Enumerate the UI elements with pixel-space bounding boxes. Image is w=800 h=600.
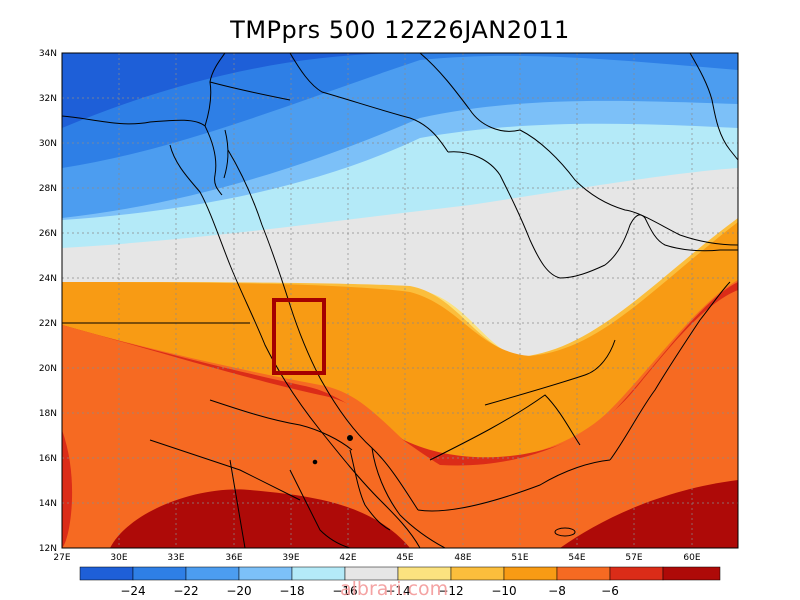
- lat-label: 30N: [39, 139, 57, 149]
- colorbar-label: −24: [120, 584, 145, 598]
- band-gt-6-east: [560, 480, 738, 548]
- colorbar: [79, 566, 721, 581]
- colorbar-swatch: [556, 566, 611, 581]
- colorbar-label: −14: [385, 584, 410, 598]
- colorbar-swatch: [662, 566, 721, 581]
- lon-label: 27E: [53, 553, 70, 563]
- colorbar-label: −16: [332, 584, 357, 598]
- colorbar-labels: −24 −22 −20 −18 −16 −14 −12 −10 −8 −6: [120, 584, 619, 598]
- lat-label: 18N: [39, 409, 57, 419]
- lon-label: 39E: [282, 553, 299, 563]
- lon-label: 36E: [225, 553, 242, 563]
- band-gt-6: [110, 489, 410, 548]
- lat-label: 12N: [39, 544, 57, 554]
- colorbar-label: −22: [173, 584, 198, 598]
- lat-label: 20N: [39, 364, 57, 374]
- colorbar-label: −18: [279, 584, 304, 598]
- lon-label: 60E: [683, 553, 700, 563]
- lat-label: 32N: [39, 94, 57, 104]
- colorbar-label: −8: [548, 584, 566, 598]
- colorbar-label: −10: [491, 584, 516, 598]
- lon-label: 33E: [167, 553, 184, 563]
- colorbar-label: −20: [226, 584, 251, 598]
- temperature-bands: [62, 53, 738, 548]
- lat-label: 26N: [39, 229, 57, 239]
- colorbar-swatch: [185, 566, 240, 581]
- lat-label: 22N: [39, 319, 57, 329]
- colorbar-label: −6: [601, 584, 619, 598]
- lon-label: 48E: [454, 553, 471, 563]
- colorbar-label: −12: [438, 584, 463, 598]
- highlight-box: [272, 298, 326, 375]
- colorbar-swatch: [450, 566, 505, 581]
- coastlines: [62, 53, 738, 548]
- latitude-labels: 34N 32N 30N 28N 26N 24N 22N 20N 18N 16N …: [39, 49, 57, 554]
- colorbar-swatch: [79, 566, 134, 581]
- plot-frame: [61, 52, 739, 549]
- lat-label: 24N: [39, 274, 57, 284]
- lat-label: 14N: [39, 499, 57, 509]
- band-6-low: [62, 430, 73, 548]
- lon-label: 42E: [339, 553, 356, 563]
- lat-label: 34N: [39, 49, 57, 59]
- lon-label: 45E: [396, 553, 413, 563]
- lon-label: 30E: [110, 553, 127, 563]
- lon-label: 57E: [625, 553, 642, 563]
- colorbar-swatch: [609, 566, 664, 581]
- lat-label: 28N: [39, 184, 57, 194]
- colorbar-swatch: [503, 566, 558, 581]
- watermark: albrari.com: [340, 578, 449, 600]
- band-10-8-inner: [62, 290, 738, 548]
- map-title: TMPprs 500 12Z26JAN2011: [230, 16, 570, 44]
- lat-label: 16N: [39, 454, 57, 464]
- longitude-labels: 27E 30E 33E 36E 39E 42E 45E 48E 51E 54E …: [53, 553, 700, 563]
- lon-label: 51E: [511, 553, 528, 563]
- colorbar-swatch: [291, 566, 346, 581]
- colorbar-swatch: [238, 566, 293, 581]
- lon-label: 54E: [568, 553, 585, 563]
- colorbar-swatch: [132, 566, 187, 581]
